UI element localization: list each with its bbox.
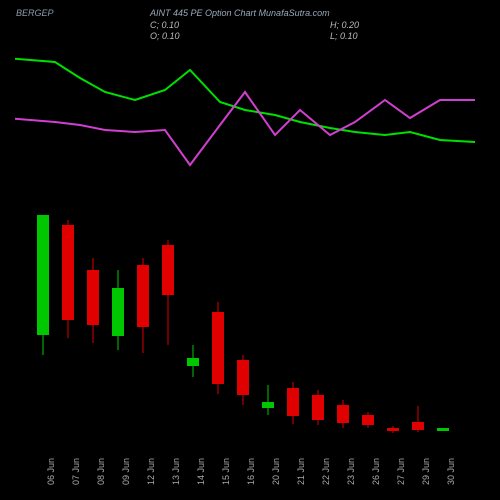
ohlc-close: C; 0.10 <box>150 20 179 30</box>
candle-body <box>162 245 174 295</box>
ohlc-high: H; 0.20 <box>330 20 359 30</box>
x-axis-label: 26 Jun <box>371 458 381 485</box>
candle-body <box>237 360 249 395</box>
chart-area <box>15 40 475 460</box>
x-axis-label: 22 Jun <box>321 458 331 485</box>
chart-subtitle: AINT 445 PE Option Chart MunafaSutra.com <box>150 8 330 18</box>
candle-body <box>262 402 274 408</box>
x-axis-labels: 06 Jun 07 Jun 08 Jun 09 Jun 12 Jun 13 Jun 14 J… <box>15 445 475 495</box>
candle-body <box>37 215 49 335</box>
x-axis-label: 08 Jun <box>96 458 106 485</box>
x-axis-label: 07 Jun <box>71 458 81 485</box>
candle-wick <box>268 385 269 415</box>
x-axis-label: 21 Jun <box>296 458 306 485</box>
x-axis-label: 06 Jun <box>46 458 56 485</box>
x-axis-label: 27 Jun <box>396 458 406 485</box>
candle-body <box>312 395 324 420</box>
x-axis-label: 23 Jun <box>346 458 356 485</box>
x-axis-label: 14 Jun <box>196 458 206 485</box>
ticker-symbol: BERGEP <box>16 8 54 18</box>
x-axis-label: 16 Jun <box>246 458 256 485</box>
candle-body <box>212 312 224 384</box>
candle-body <box>337 405 349 423</box>
candle-body <box>187 358 199 366</box>
magenta-indicator-line <box>15 92 475 165</box>
candlestick-area <box>15 210 475 440</box>
chart-header: BERGEP AINT 445 PE Option Chart MunafaSu… <box>0 6 500 36</box>
x-axis-label: 09 Jun <box>121 458 131 485</box>
candle-body <box>62 225 74 320</box>
candle-body <box>287 388 299 416</box>
x-axis-label: 13 Jun <box>171 458 181 485</box>
candle-body <box>387 428 399 431</box>
x-axis-label: 20 Jun <box>271 458 281 485</box>
indicator-lines <box>15 40 475 220</box>
x-axis-label: 15 Jun <box>221 458 231 485</box>
x-axis-label: 29 Jun <box>421 458 431 485</box>
x-axis-label: 30 Jun <box>446 458 456 485</box>
candle-body <box>437 428 449 431</box>
candle-body <box>137 265 149 327</box>
candle-body <box>412 422 424 430</box>
green-indicator-line <box>15 58 475 142</box>
x-axis-label: 12 Jun <box>146 458 156 485</box>
candle-body <box>112 288 124 336</box>
candle-body <box>362 415 374 425</box>
candle-body <box>87 270 99 325</box>
